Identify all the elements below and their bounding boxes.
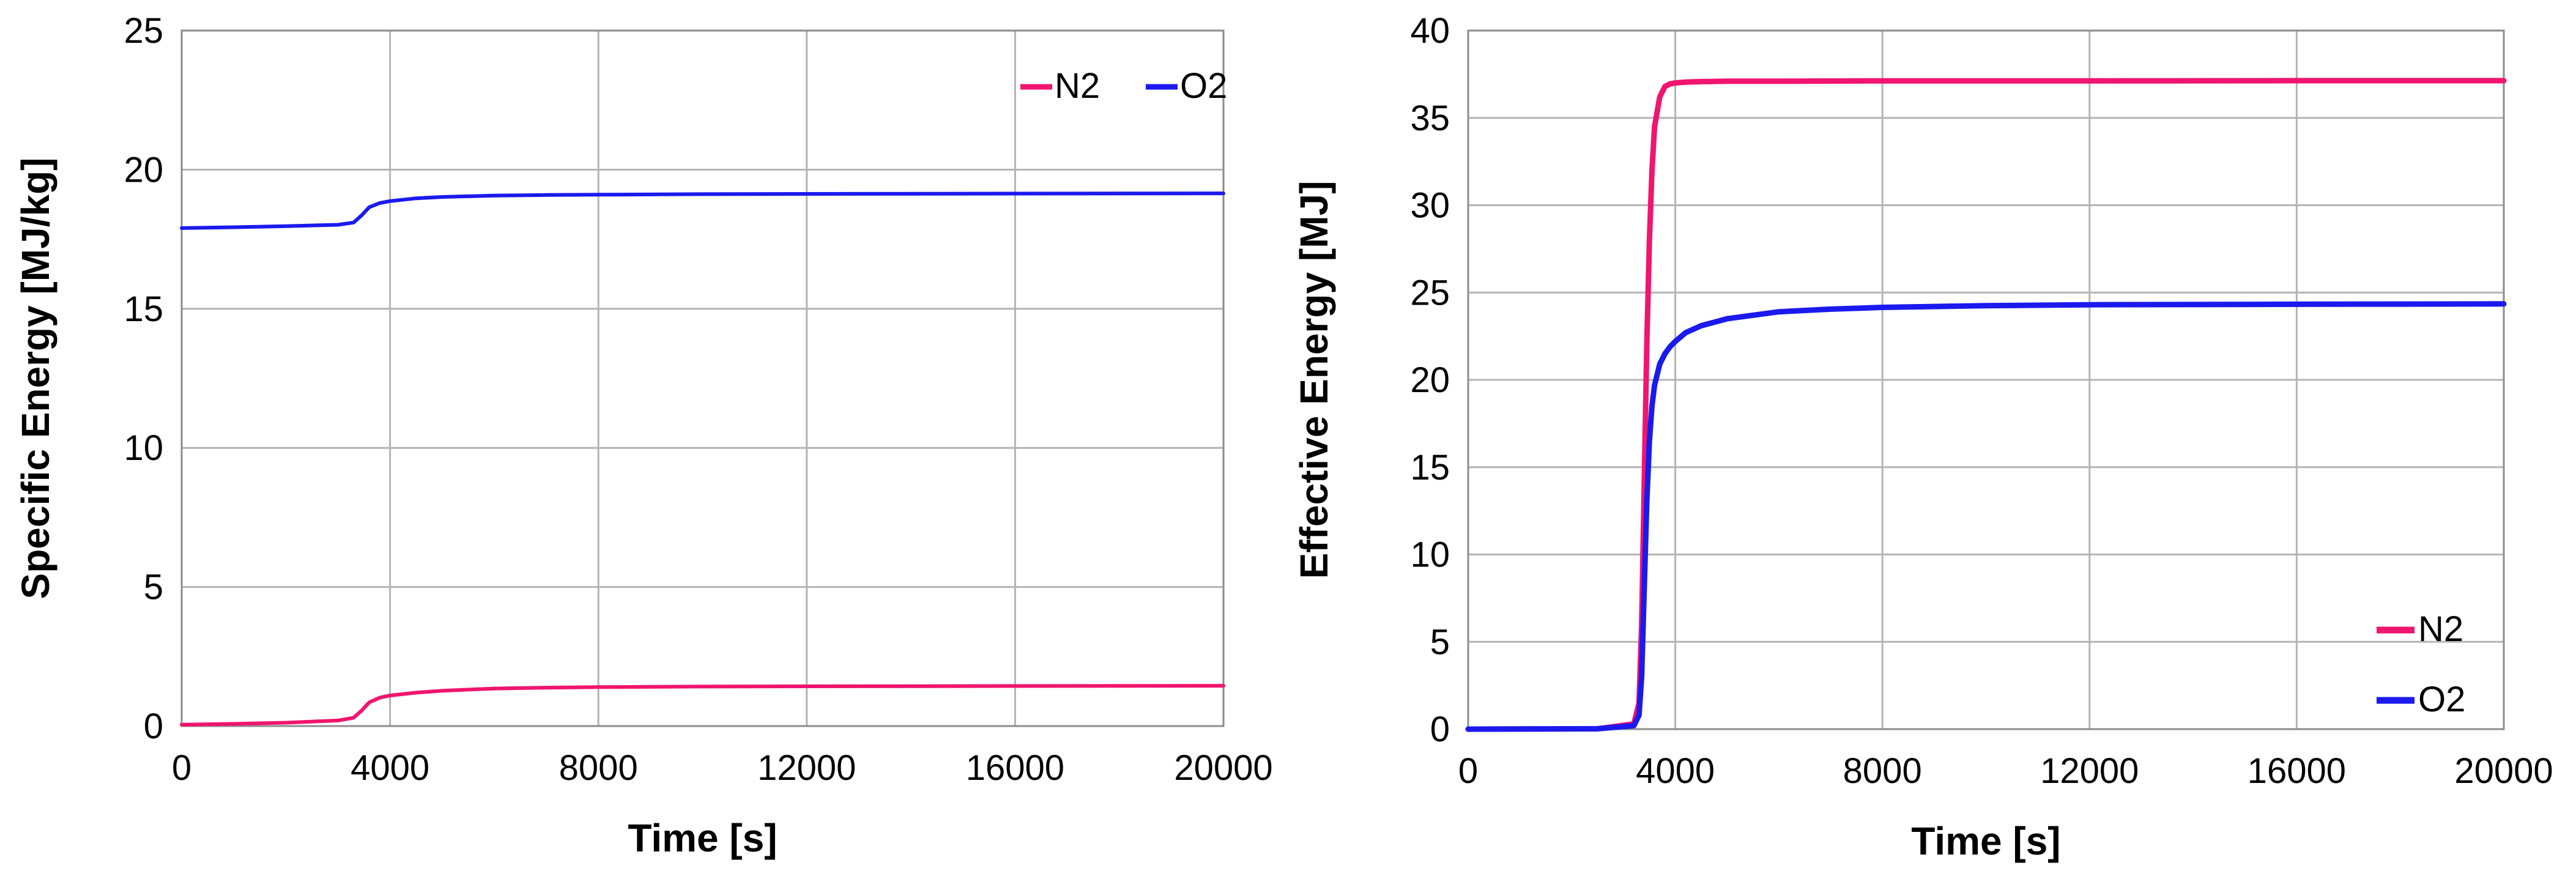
y-tick-label: 25	[1410, 273, 1450, 313]
plot-frame	[1467, 29, 2505, 730]
legend: N2 O2	[1020, 66, 1227, 106]
x-tick-label: 0	[172, 748, 191, 788]
legend-label-n2: N2	[2418, 609, 2463, 649]
y-tick-label: 0	[144, 706, 163, 746]
x-axis-title: Time [s]	[628, 816, 777, 860]
y-tick-label: 5	[1430, 622, 1450, 662]
x-tick-label: 0	[1458, 751, 1478, 791]
y-tick-label: 0	[1430, 710, 1450, 749]
plot-frame	[180, 29, 1225, 727]
x-tick-label: 16000	[2248, 751, 2346, 791]
y-tick-label: 40	[1410, 11, 1450, 51]
y-tick-label: 30	[1410, 186, 1450, 226]
legend-label-o2: O2	[2418, 680, 2465, 719]
series-line-n2	[1465, 78, 2507, 732]
plot-area	[180, 29, 1225, 727]
x-tick-label: 4000	[1636, 751, 1715, 791]
x-tick-label: 20000	[1174, 748, 1272, 788]
y-axis-title: Specific Energy [MJ/kg]	[13, 158, 58, 599]
x-axis-title: Time [s]	[1911, 819, 2060, 863]
y-tick-label: 10	[124, 428, 163, 468]
x-tick-label: 12000	[757, 748, 856, 788]
y-tick-label: 20	[1410, 360, 1450, 400]
y-tick-label: 15	[124, 289, 163, 329]
x-tick-label: 16000	[966, 748, 1064, 788]
legend-label-n2: N2	[1055, 66, 1100, 106]
chart-svg: 0 4000 8000 12000 16000 20000 0 5 10 15 20 25 30 35 40…	[1292, 11, 2553, 863]
chart-svg: 0 4000 8000 12000 16000 20000 0 5 10 15 20 25 Time […	[13, 11, 1272, 860]
y-tick-label: 5	[144, 568, 163, 607]
series-line-o2	[180, 191, 1225, 230]
y-tick-label: 10	[1410, 535, 1450, 575]
legend-label-o2: O2	[1180, 66, 1227, 106]
x-tick-label: 8000	[559, 748, 638, 788]
y-tick-label: 35	[1410, 98, 1450, 138]
legend: N2 O2	[2377, 609, 2465, 719]
y-tick-label: 20	[124, 150, 163, 190]
x-tick-label: 4000	[351, 748, 429, 788]
chart-effective-energy: 0 4000 8000 12000 16000 20000 0 5 10 15 20 25 30 35 40…	[1272, 0, 2576, 890]
x-tick-label: 12000	[2040, 751, 2139, 791]
series-line-n2	[180, 684, 1225, 727]
chart-specific-energy: 0 4000 8000 12000 16000 20000 0 5 10 15 20 25 Time […	[0, 0, 1272, 890]
y-axis-title: Effective Energy [MJ]	[1292, 181, 1336, 579]
series-line-o2	[1465, 301, 2507, 732]
y-tick-label: 15	[1410, 448, 1450, 488]
plot-area	[1465, 29, 2507, 732]
x-tick-label: 20000	[2454, 751, 2553, 791]
y-tick-label: 25	[124, 11, 163, 51]
x-tick-label: 8000	[1843, 751, 1922, 791]
